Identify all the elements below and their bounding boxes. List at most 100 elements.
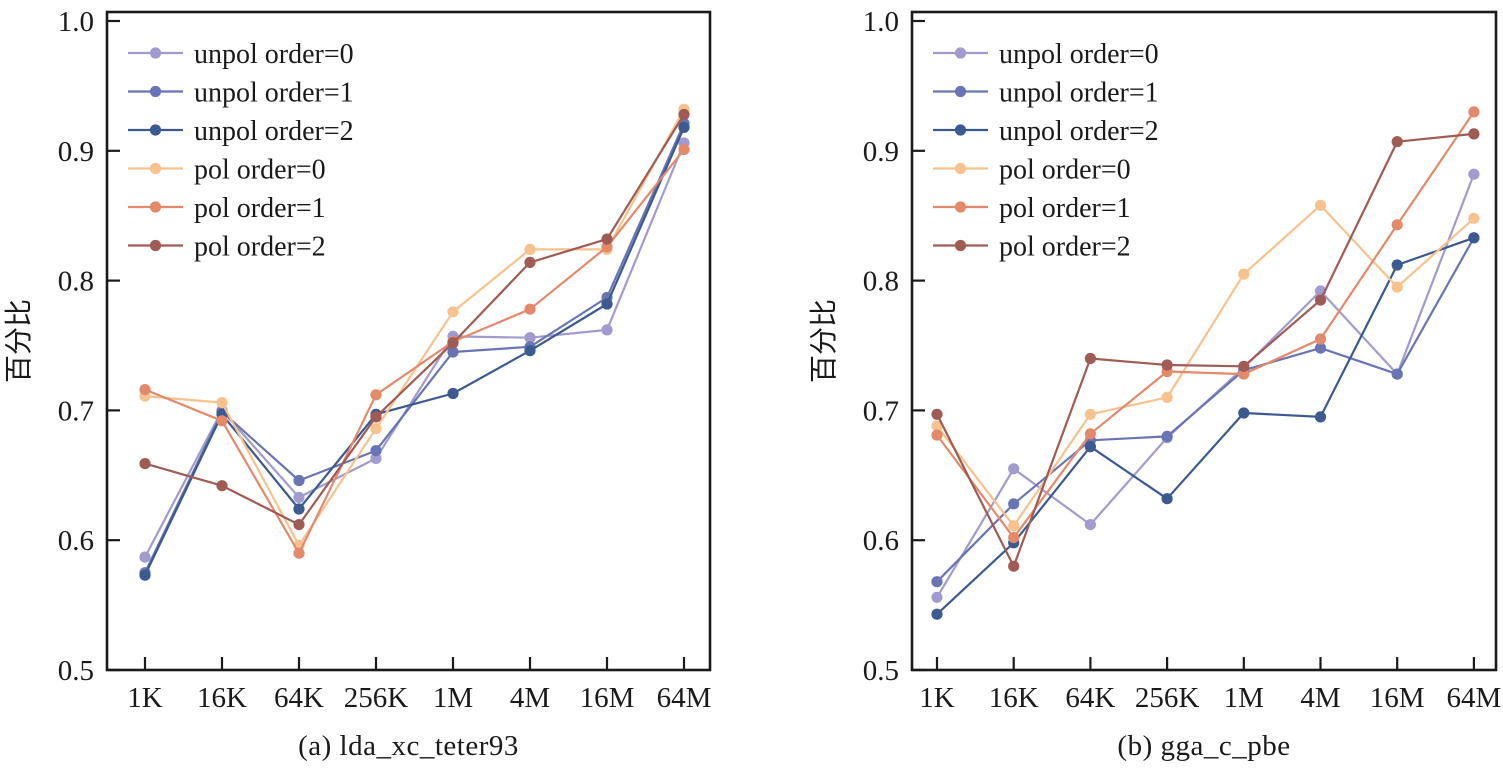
legend-marker <box>954 124 967 136</box>
data-point-unpol-order-1 <box>370 445 382 457</box>
data-point-pol-order-2 <box>1238 360 1250 372</box>
data-point-pol-order-0 <box>1084 408 1096 420</box>
legend-marker <box>954 201 967 213</box>
data-point-pol-order-2 <box>931 408 943 420</box>
legend-label-unpol-order-2: unpol order=2 <box>999 116 1159 147</box>
y-tick-label: 1.0 <box>863 6 899 38</box>
legend-marker <box>954 239 967 252</box>
series-line-pol-order-0 <box>144 108 685 547</box>
y-tick-label: 0.6 <box>863 525 899 557</box>
data-point-pol-order-1 <box>524 303 536 315</box>
x-tick-label-64k: 64K <box>1065 682 1115 714</box>
data-point-pol-order-0 <box>370 423 382 435</box>
data-point-unpol-order-0 <box>293 491 305 503</box>
data-point-unpol-order-2 <box>1238 407 1250 419</box>
data-point-unpol-order-2 <box>1161 493 1173 505</box>
series-line-pol-order-0 <box>936 204 1475 528</box>
legend: unpol order=0 unpol order=1 unpol order=2 p… <box>128 39 354 263</box>
data-point-unpol-order-1 <box>293 474 305 487</box>
legend-marker <box>149 85 162 98</box>
data-point-unpol-order-1 <box>447 346 459 358</box>
data-point-pol-order-0 <box>447 306 459 318</box>
data-point-unpol-order-2 <box>1084 441 1096 453</box>
data-point-pol-order-0 <box>1161 391 1173 403</box>
data-point-pol-order-1 <box>1008 532 1020 544</box>
y-tick-label: 0.7 <box>58 395 94 427</box>
data-point-pol-order-1 <box>1084 428 1096 440</box>
y-tick-label: 0.8 <box>58 266 94 298</box>
x-tick-label-16k: 16K <box>197 682 247 714</box>
y-axis-title: 百分比 <box>808 299 840 383</box>
data-point-pol-order-2 <box>1084 352 1096 365</box>
data-point-pol-order-1 <box>370 389 382 401</box>
x-tick-label-16m: 16M <box>1370 682 1425 714</box>
x-tick-label-64m: 64M <box>1447 682 1502 714</box>
y-tick-label: 0.5 <box>58 655 94 687</box>
data-point-pol-order-2 <box>370 411 382 423</box>
data-point-pol-order-0 <box>1238 268 1250 280</box>
data-point-pol-order-1 <box>1468 106 1480 118</box>
data-point-unpol-order-2 <box>1314 411 1327 423</box>
data-point-pol-order-2 <box>1468 128 1480 140</box>
legend-label-pol-order-2: pol order=2 <box>999 232 1131 263</box>
series-line-pol-order-1 <box>936 111 1475 539</box>
y-tick-label: 0.8 <box>863 266 899 298</box>
legend-marker <box>149 124 162 136</box>
x-tick-label-1k: 1K <box>127 682 163 714</box>
legend-label-pol-order-0: pol order=0 <box>999 155 1131 186</box>
data-point-pol-order-1 <box>139 384 151 396</box>
data-point-pol-order-2 <box>1314 294 1327 306</box>
data-point-unpol-order-1 <box>1008 498 1020 510</box>
data-point-pol-order-2 <box>447 337 459 349</box>
data-point-pol-order-1 <box>216 415 228 427</box>
data-point-pol-order-2 <box>678 108 690 121</box>
plot-frame <box>105 10 712 672</box>
data-point-pol-order-2 <box>216 480 228 492</box>
legend-marker <box>149 201 162 213</box>
data-point-unpol-order-2 <box>601 298 613 310</box>
data-point-pol-order-0 <box>1391 281 1403 293</box>
x-tick-label-4m: 4M <box>510 682 550 714</box>
legend-marker <box>954 162 967 175</box>
y-tick-label: 0.5 <box>863 655 899 687</box>
data-point-pol-order-1 <box>931 429 943 441</box>
y-axis-title: 百分比 <box>3 299 35 383</box>
y-tick-label: 0.7 <box>863 395 899 427</box>
x-tick-label-64k: 64K <box>274 682 324 714</box>
data-point-pol-order-0 <box>931 420 943 432</box>
legend-label-unpol-order-2: unpol order=2 <box>194 116 354 147</box>
data-point-unpol-order-2 <box>293 503 305 515</box>
data-point-unpol-order-2 <box>1391 259 1403 271</box>
data-point-unpol-order-0 <box>1084 519 1096 531</box>
data-point-unpol-order-0 <box>370 452 382 464</box>
legend-label-unpol-order-0: unpol order=0 <box>999 39 1159 70</box>
data-point-unpol-order-0 <box>1008 463 1020 475</box>
data-point-pol-order-2 <box>601 233 613 245</box>
legend-marker <box>149 47 162 59</box>
subplot--a-lda-xc-teter93: 0.5 0.6 0.7 0.8 0.9 1.0 1K 16K 64K 256K 1M 4M 16M 64M… <box>3 6 711 714</box>
data-point-pol-order-0 <box>524 243 536 255</box>
data-point-unpol-order-1 <box>1391 368 1403 380</box>
series-line-unpol-order-2 <box>144 126 686 576</box>
data-point-pol-order-1 <box>1314 333 1327 345</box>
legend-marker <box>954 85 967 98</box>
data-point-unpol-order-2 <box>447 387 459 400</box>
data-point-pol-order-0 <box>216 397 228 409</box>
x-tick-label-1m: 1M <box>433 682 473 714</box>
legend-marker <box>149 239 162 252</box>
data-point-unpol-order-2 <box>931 608 943 620</box>
y-tick-label: 0.9 <box>863 136 899 168</box>
x-tick-label-16m: 16M <box>580 682 635 714</box>
plot-frame <box>910 10 1498 672</box>
data-point-unpol-order-2 <box>139 569 151 581</box>
series-line-pol-order-1 <box>144 148 685 555</box>
x-tick-label-1k: 1K <box>919 682 955 714</box>
data-point-pol-order-2 <box>293 519 305 531</box>
data-point-pol-order-1 <box>1391 219 1403 231</box>
x-tick-label-256k: 256K <box>1135 682 1200 714</box>
legend-label-unpol-order-1: unpol order=1 <box>999 78 1159 109</box>
data-point-pol-order-2 <box>524 256 536 268</box>
series-line-unpol-order-1 <box>144 123 686 574</box>
data-point-pol-order-2 <box>1161 359 1173 371</box>
